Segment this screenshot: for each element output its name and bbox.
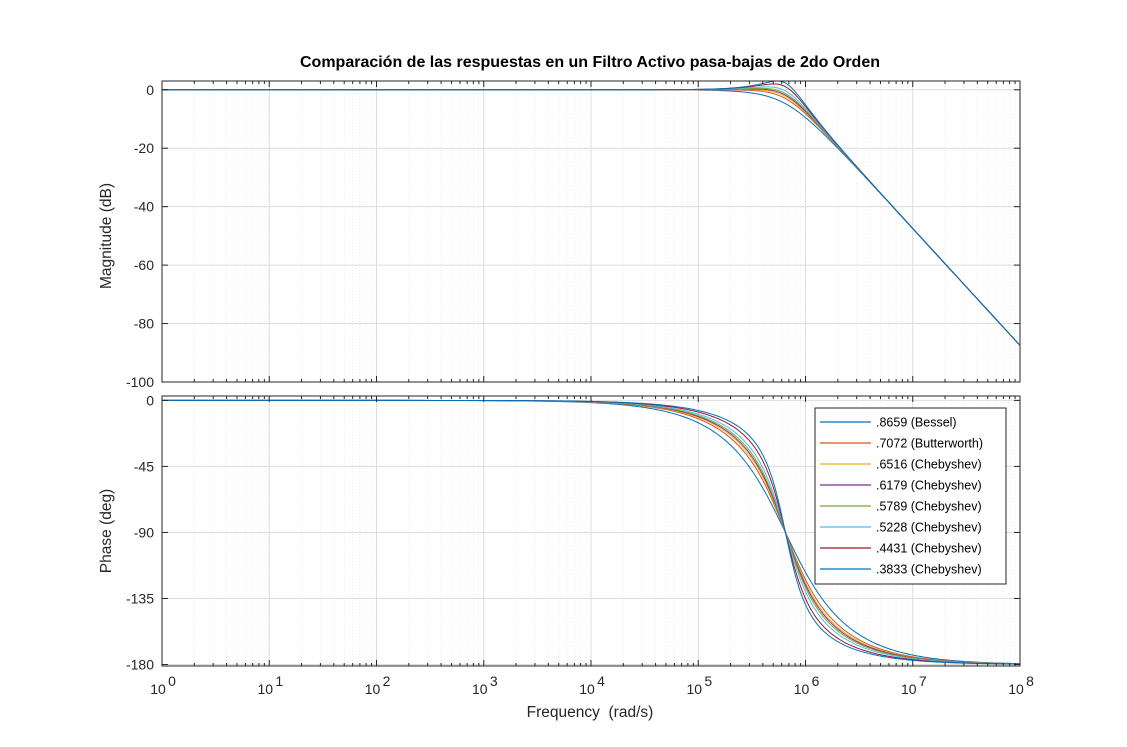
x-tick-exponent: 5	[704, 673, 712, 689]
x-tick-exponent: 8	[1026, 673, 1034, 689]
phase-curves	[162, 399, 1021, 665]
x-tick-label: 10	[579, 681, 595, 697]
legend-entry: .6179 (Chebyshev)	[876, 479, 982, 493]
x-tick-label: 10	[472, 681, 488, 697]
legend-entry: .4431 (Chebyshev)	[876, 542, 982, 556]
figure-title: Comparación de las respuestas en un Filt…	[300, 54, 880, 71]
x-tick-exponent: 7	[919, 673, 927, 689]
y-tick-label: -90	[134, 524, 154, 540]
legend-entry: .5228 (Chebyshev)	[876, 521, 982, 535]
x-tick-label: 10	[1008, 681, 1024, 697]
x-tick-exponent: 1	[275, 673, 283, 689]
magnitude-grid	[161, 81, 1021, 383]
legend-entry: .5789 (Chebyshev)	[876, 500, 982, 514]
y-tick-label: 0	[146, 82, 154, 98]
x-tick-exponent: 2	[383, 673, 391, 689]
frequency-tick-labels: 10 0 10 1 10 2 10 3 10 4 10 5 10 6 10 7 10 8	[150, 673, 1034, 697]
magnitude-curves	[162, 80, 1021, 346]
legend-entry: .6516 (Chebyshev)	[876, 458, 982, 472]
magnitude-ylabel: Magnitude (dB)	[98, 183, 115, 289]
legend-entry: .3833 (Chebyshev)	[876, 563, 982, 577]
magnitude-ticks: 0 -20 -40 -60 -80 -100	[126, 81, 1021, 390]
y-tick-label: -45	[134, 458, 154, 474]
y-tick-label: -80	[134, 316, 154, 332]
y-tick-label: -180	[126, 657, 154, 673]
y-tick-label: -20	[134, 140, 154, 156]
y-tick-label: -100	[126, 374, 154, 390]
x-tick-exponent: 0	[168, 673, 176, 689]
x-tick-exponent: 3	[490, 673, 498, 689]
legend-entry: .7072 (Butterworth)	[876, 437, 983, 451]
y-tick-label: -40	[134, 199, 154, 215]
x-tick-exponent: 6	[812, 673, 820, 689]
x-tick-label: 10	[686, 681, 702, 697]
magnitude-axes: 0 -20 -40 -60 -80 -100 Magnitude (dB)	[98, 80, 1021, 390]
x-tick-label: 10	[794, 681, 810, 697]
x-tick-exponent: 4	[597, 673, 605, 689]
frequency-xlabel: Frequency (rad/s)	[527, 704, 654, 721]
magnitude-series-line	[162, 80, 1021, 346]
legend-entry: .8659 (Bessel)	[876, 416, 957, 430]
legend-box	[814, 407, 1007, 585]
y-tick-label: -60	[134, 257, 154, 273]
x-tick-label: 10	[901, 681, 917, 697]
phase-ticks: 0 -45 -90 -135 -180	[126, 392, 1021, 673]
x-tick-label: 10	[257, 681, 273, 697]
x-tick-label: 10	[150, 681, 166, 697]
x-tick-label: 10	[365, 681, 381, 697]
legend: .8659 (Bessel) .7072 (Butterworth) .6516 (…	[814, 407, 1007, 585]
phase-ylabel: Phase (deg)	[98, 489, 115, 573]
y-tick-label: 0	[146, 392, 154, 408]
y-tick-label: -135	[126, 591, 154, 607]
